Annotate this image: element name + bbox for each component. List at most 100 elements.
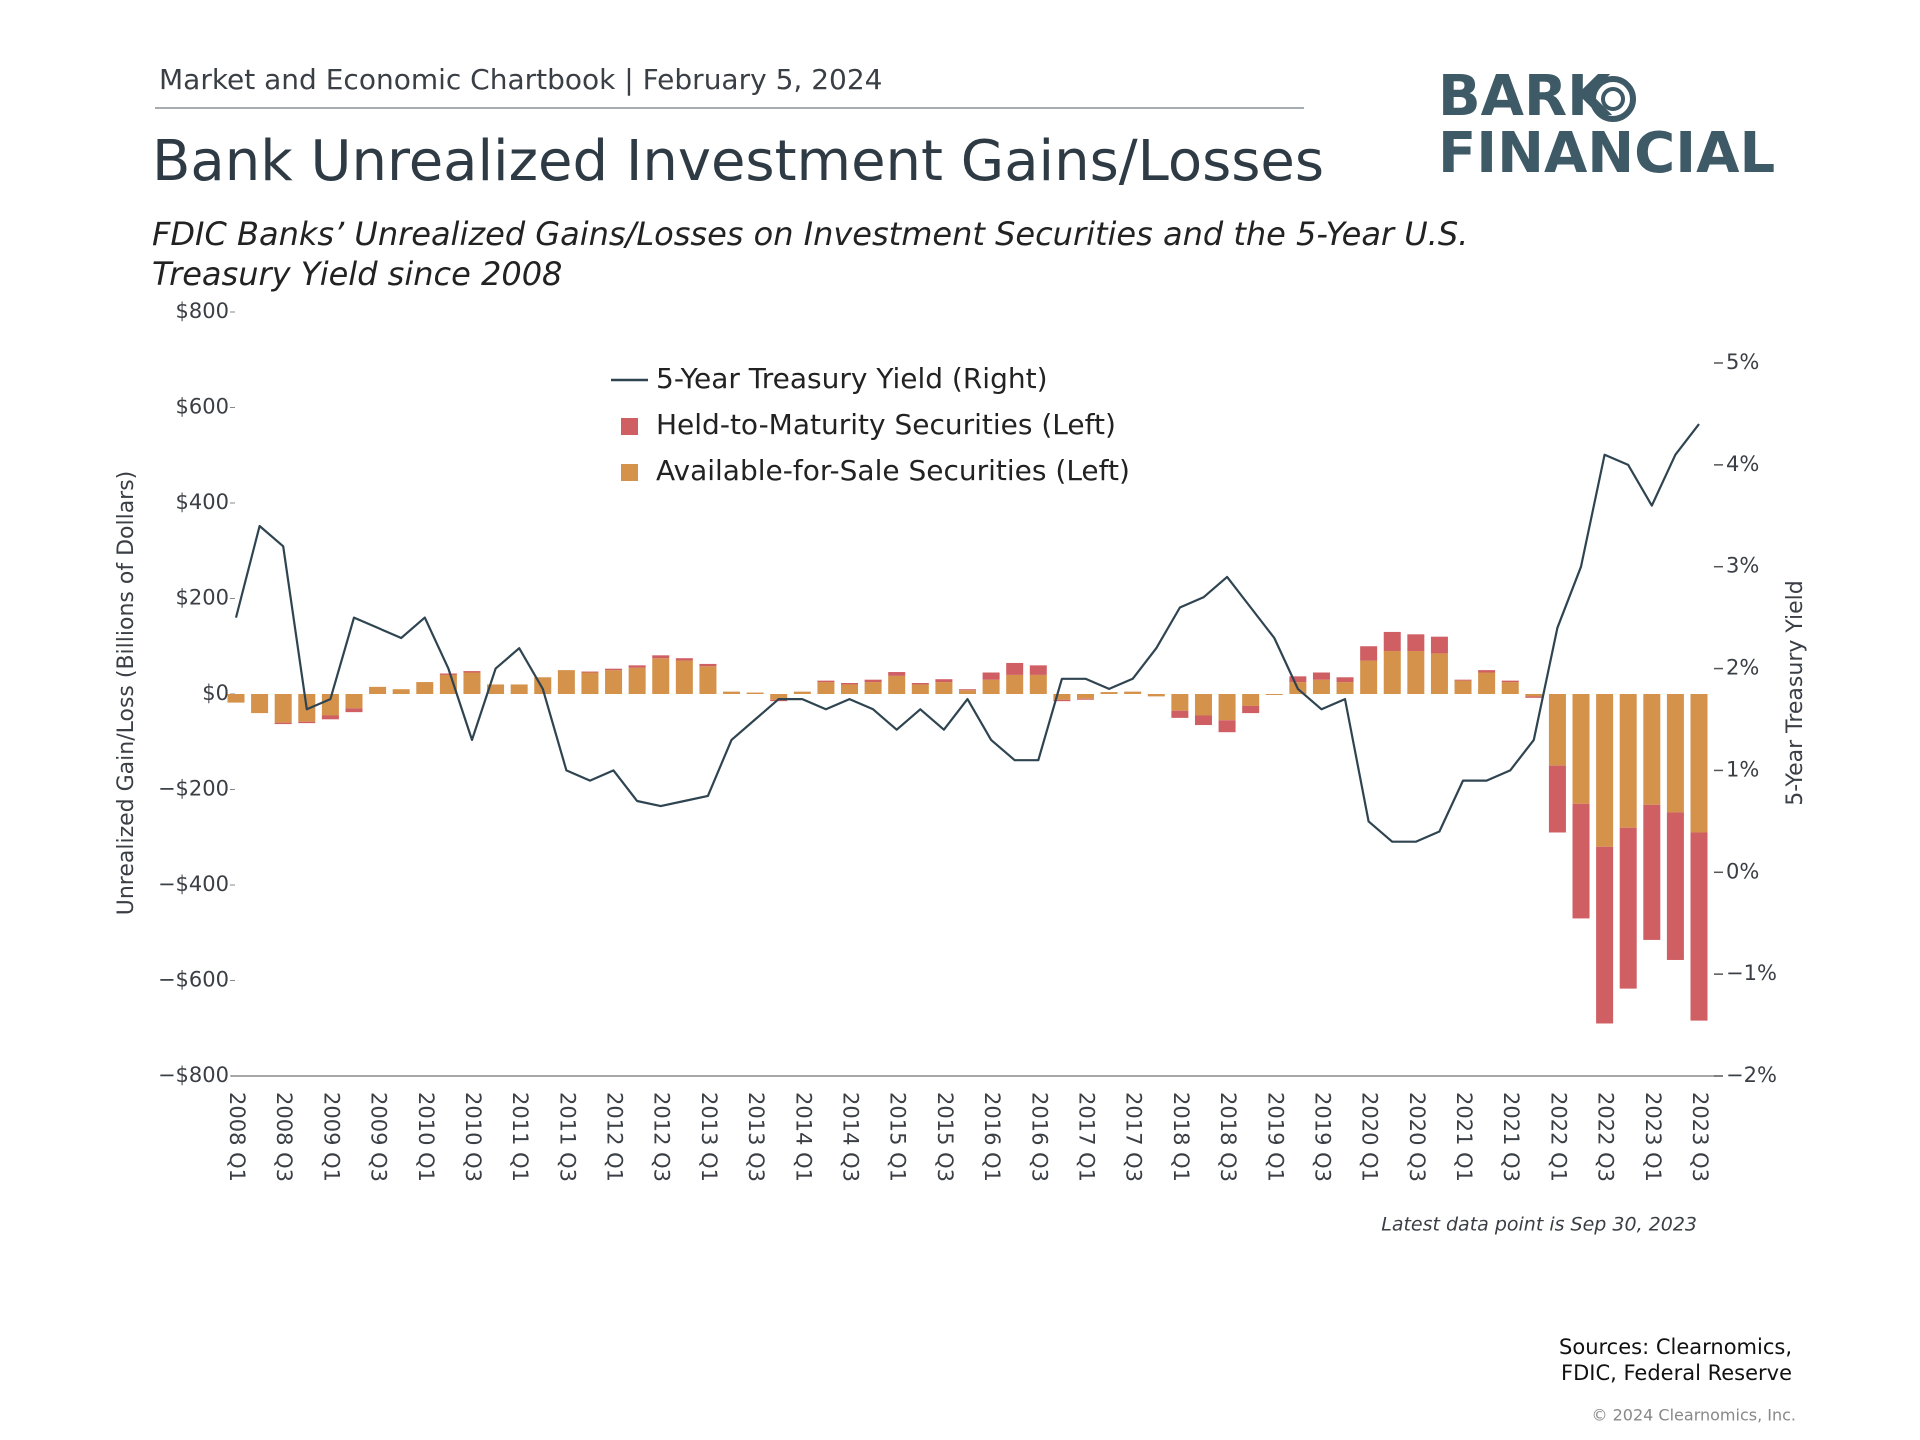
bar [1242, 694, 1260, 706]
bar [581, 671, 599, 673]
bar [746, 692, 764, 694]
bar [841, 683, 859, 685]
bar [1194, 715, 1212, 726]
bar [1053, 699, 1071, 702]
bar [1548, 694, 1566, 766]
bar [439, 673, 457, 675]
bar [1171, 694, 1189, 711]
bar [605, 670, 623, 694]
bar [1548, 765, 1566, 833]
x-tick-label: 2017 Q3 [1122, 1092, 1146, 1182]
x-tick-label: 2016 Q3 [1027, 1092, 1051, 1182]
y-tick-label: $0 [202, 681, 229, 705]
x-tick-label: 2010 Q1 [414, 1092, 438, 1182]
bar [1643, 804, 1661, 940]
bar [652, 655, 670, 659]
bar [628, 665, 646, 668]
bar [1265, 694, 1283, 695]
bar [1572, 694, 1590, 804]
x-tick-label: 2017 Q1 [1074, 1092, 1098, 1182]
bar [463, 671, 481, 673]
bar [1218, 694, 1236, 721]
bar [251, 694, 269, 714]
bar [345, 708, 363, 713]
y2-tick-label: 2% [1726, 656, 1759, 680]
logo-top: BARK [1438, 64, 1613, 129]
x-tick-label: 2019 Q1 [1263, 1092, 1287, 1182]
x-tick-label: 2018 Q3 [1216, 1092, 1240, 1182]
x-tick-label: 2023 Q3 [1688, 1092, 1712, 1182]
x-tick-label: 2009 Q3 [367, 1092, 391, 1182]
note: Latest data point is Sep 30, 2023 [1381, 1214, 1697, 1236]
x-tick-label: 2008 Q3 [272, 1092, 296, 1182]
bar [298, 721, 316, 724]
chart-title: Bank Unrealized Investment Gains/Losses [152, 129, 1324, 194]
x-tick-label: 2020 Q1 [1358, 1092, 1382, 1182]
bar [675, 658, 693, 661]
bar [1171, 710, 1189, 718]
bar [911, 684, 929, 694]
y2-tick-label: −2% [1726, 1063, 1777, 1087]
legend-label: Held-to-Maturity Securities (Left) [656, 408, 1116, 441]
bar [416, 682, 434, 694]
bar [1218, 720, 1236, 733]
x-tick-label: 2022 Q3 [1594, 1092, 1618, 1182]
yield-line [234, 423, 1700, 843]
x-tick-label: 2010 Q3 [461, 1092, 485, 1182]
bar [1430, 653, 1448, 694]
x-tick-label: 2020 Q3 [1405, 1092, 1429, 1182]
y-tick-label: $400 [176, 490, 229, 514]
y2-tick-label: 4% [1726, 452, 1759, 476]
bar [1690, 694, 1708, 833]
y-tick-label: −$600 [158, 968, 229, 992]
sources: FDIC, Federal Reserve [1561, 1361, 1792, 1385]
bar [274, 722, 292, 725]
bar [628, 667, 646, 694]
bar [841, 684, 859, 694]
bar [1076, 694, 1094, 699]
bar [982, 672, 1000, 680]
y-tick-label: $200 [176, 586, 229, 610]
bar [369, 686, 387, 694]
bar [1619, 827, 1637, 989]
bar [982, 679, 1000, 694]
y-tick-label: −$200 [158, 777, 229, 801]
bar [935, 682, 953, 694]
bar [1525, 694, 1543, 697]
bar [581, 672, 599, 694]
bar [1100, 692, 1118, 694]
logo-mark [1590, 76, 1636, 122]
bar [463, 672, 481, 694]
bar [487, 684, 505, 694]
bar [1029, 665, 1047, 675]
bar [1501, 682, 1519, 694]
bar [1690, 832, 1708, 1021]
bar [935, 679, 953, 683]
bar [1454, 679, 1472, 681]
bar [817, 682, 835, 694]
bar [1383, 651, 1401, 694]
x-tick-label: 2021 Q3 [1499, 1092, 1523, 1182]
bar [959, 690, 976, 694]
bar [1478, 672, 1496, 694]
bar [1053, 694, 1071, 700]
y2-tick-label: 3% [1726, 554, 1759, 578]
x-tick-label: 2009 Q1 [319, 1092, 343, 1182]
bar [1478, 670, 1496, 673]
x-tick-label: 2008 Q1 [225, 1092, 249, 1182]
bar [864, 679, 882, 683]
header: Market and Economic Chartbook | February… [159, 63, 882, 96]
y-axis-label: Unrealized Gain/Loss (Billions of Dollar… [114, 471, 139, 916]
y2-tick-label: 0% [1726, 859, 1759, 883]
x-tick-label: 2011 Q3 [555, 1092, 579, 1182]
bar [321, 694, 339, 716]
x-tick-label: 2015 Q1 [886, 1092, 910, 1182]
x-tick-label: 2014 Q1 [791, 1092, 815, 1182]
y2-tick-label: −1% [1726, 961, 1777, 985]
bar [1619, 694, 1637, 828]
x-tick-label: 2022 Q1 [1546, 1092, 1570, 1182]
bar [1360, 646, 1378, 661]
x-tick-label: 2013 Q3 [744, 1092, 768, 1182]
sources: Sources: Clearnomics, [1559, 1335, 1792, 1359]
x-tick-label: 2015 Q3 [933, 1092, 957, 1182]
